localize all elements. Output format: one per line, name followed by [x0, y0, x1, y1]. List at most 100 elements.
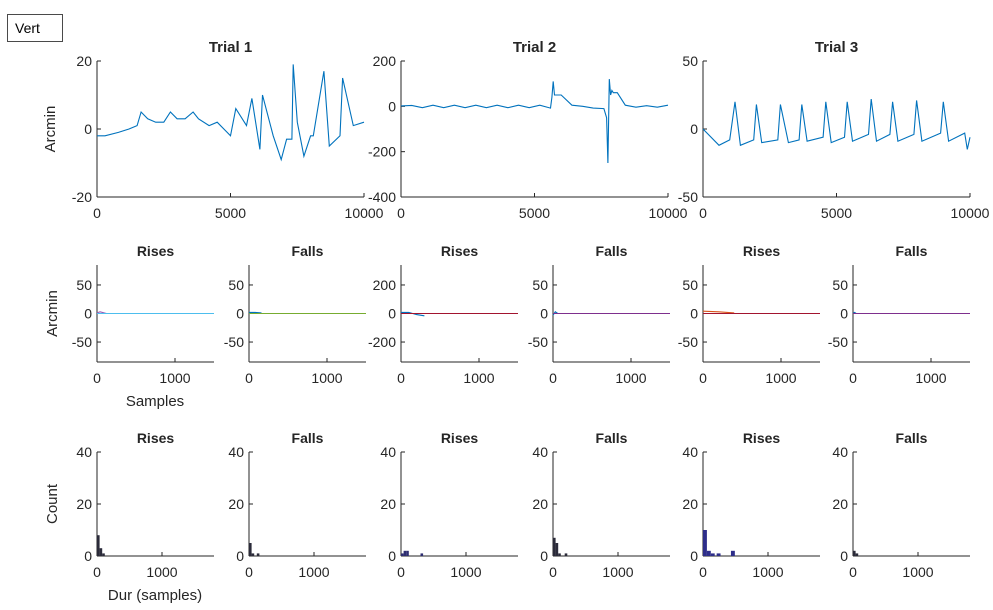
histogram-bar: [102, 553, 105, 556]
y-tick-label: 0: [236, 306, 244, 322]
x-tick-label: 1000: [602, 564, 633, 580]
panel-title: Falls: [292, 243, 324, 259]
y-tick-label: 20: [76, 496, 92, 512]
histogram-bar: [99, 548, 103, 556]
vert-button[interactable]: Vert: [7, 14, 63, 42]
y-tick-label: 0: [690, 121, 698, 137]
x-tick-label: 0: [849, 370, 857, 386]
x-tick-label: 1000: [159, 370, 190, 386]
y-tick-label: -50: [678, 334, 698, 350]
y-tick-label: -200: [368, 334, 396, 350]
y-tick-label: 50: [532, 277, 548, 293]
x-tick-label: 0: [549, 564, 557, 580]
x-tick-label: 0: [699, 564, 707, 580]
histogram-bar: [251, 553, 255, 556]
histogram-bar: [97, 535, 100, 556]
panel-title: Rises: [137, 430, 175, 446]
y-tick-label: 50: [76, 277, 92, 293]
y-tick-label: 0: [840, 306, 848, 322]
x-tick-label: 5000: [519, 205, 550, 221]
x-tick-label: 1000: [915, 370, 946, 386]
panel-title: Rises: [441, 243, 479, 259]
x-tick-label: 10000: [951, 205, 990, 221]
panel-title: Trial 1: [209, 39, 252, 56]
histogram-bar: [249, 543, 252, 556]
histogram-bar: [558, 553, 561, 556]
y-tick-label: 0: [388, 98, 396, 114]
y-tick-label: 20: [76, 53, 92, 69]
y-tick-label: -20: [72, 189, 92, 205]
histogram-bar: [553, 537, 556, 556]
y-tick-label: -400: [368, 189, 396, 205]
histogram-bar: [401, 553, 404, 556]
histogram-bar: [855, 553, 859, 556]
y-axis-label: Arcmin: [42, 106, 59, 153]
panel-title: Falls: [596, 430, 628, 446]
y-tick-label: 40: [682, 444, 698, 460]
histogram-bar: [703, 530, 707, 556]
histogram-bar: [710, 553, 715, 556]
x-tick-label: 1000: [298, 564, 329, 580]
y-tick-label: 0: [840, 548, 848, 564]
x-tick-label: 1000: [146, 564, 177, 580]
histogram-bar: [406, 550, 409, 556]
panel-title: Rises: [441, 430, 479, 446]
histogram-bar: [706, 550, 711, 556]
y-tick-label: 200: [373, 53, 397, 69]
series-line: [249, 311, 262, 314]
x-tick-label: 1000: [450, 564, 481, 580]
y-tick-label: 40: [228, 444, 244, 460]
y-tick-label: 50: [682, 277, 698, 293]
x-tick-label: 0: [397, 205, 405, 221]
y-tick-label: 50: [682, 53, 698, 69]
series-line: [97, 64, 365, 162]
x-tick-label: 0: [245, 564, 253, 580]
y-tick-label: -50: [678, 189, 698, 205]
series-line: [401, 311, 425, 317]
y-tick-label: -50: [72, 334, 92, 350]
y-tick-label: 0: [84, 306, 92, 322]
y-tick-label: -50: [224, 334, 244, 350]
y-tick-label: 40: [380, 444, 396, 460]
y-tick-label: 20: [532, 496, 548, 512]
y-tick-label: 0: [690, 548, 698, 564]
histogram-bar: [256, 553, 260, 556]
y-tick-label: 20: [228, 496, 244, 512]
x-tick-label: 1000: [902, 564, 933, 580]
y-tick-label: 20: [380, 496, 396, 512]
y-tick-label: 50: [228, 277, 244, 293]
x-tick-label: 1000: [463, 370, 494, 386]
series-line: [400, 79, 669, 164]
y-tick-label: 0: [84, 121, 92, 137]
panel-title: Falls: [896, 430, 928, 446]
panel-title: Rises: [743, 430, 781, 446]
histogram-bar: [420, 553, 424, 556]
histogram-bar: [403, 550, 407, 556]
y-tick-label: 0: [690, 306, 698, 322]
x-tick-label: 5000: [215, 205, 246, 221]
x-tick-label: 0: [93, 205, 101, 221]
x-tick-label: 0: [93, 564, 101, 580]
histogram-bar: [555, 543, 559, 556]
x-tick-label: 0: [849, 564, 857, 580]
x-tick-label: 1000: [311, 370, 342, 386]
x-tick-label: 0: [699, 370, 707, 386]
y-tick-label: 0: [540, 306, 548, 322]
histogram-bar: [564, 553, 568, 556]
y-tick-label: -200: [368, 144, 396, 160]
panel-title: Rises: [137, 243, 175, 259]
histogram-bar: [716, 553, 721, 556]
histogram-bar: [730, 550, 735, 556]
y-tick-label: 40: [832, 444, 848, 460]
y-axis-label: Arcmin: [44, 290, 61, 337]
y-tick-label: 20: [832, 496, 848, 512]
panel-title: Trial 2: [513, 39, 556, 56]
panel-title: Falls: [596, 243, 628, 259]
panel-title: Rises: [743, 243, 781, 259]
x-tick-label: 0: [397, 564, 405, 580]
y-axis-label: Count: [44, 483, 61, 524]
x-tick-label: 1000: [765, 370, 796, 386]
x-tick-label: 5000: [821, 205, 852, 221]
x-tick-label: 10000: [649, 205, 688, 221]
